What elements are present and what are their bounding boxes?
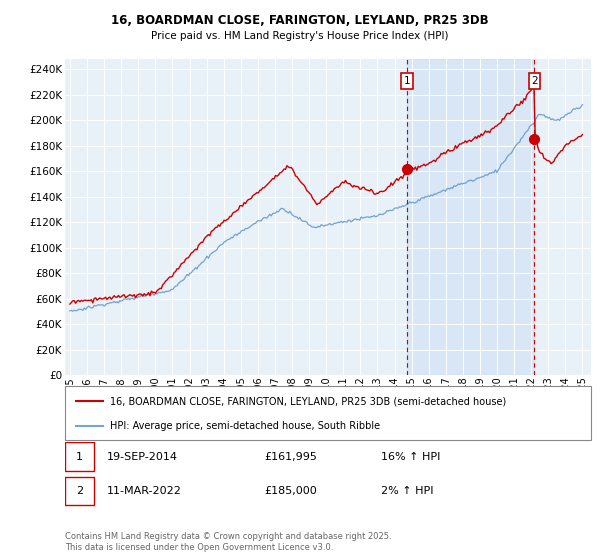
Text: £161,995: £161,995 (265, 451, 317, 461)
Text: 16, BOARDMAN CLOSE, FARINGTON, LEYLAND, PR25 3DB: 16, BOARDMAN CLOSE, FARINGTON, LEYLAND, … (111, 14, 489, 27)
Text: 11-MAR-2022: 11-MAR-2022 (107, 486, 182, 496)
Text: £185,000: £185,000 (265, 486, 317, 496)
Text: 16% ↑ HPI: 16% ↑ HPI (380, 451, 440, 461)
Text: 1: 1 (76, 451, 83, 461)
Text: HPI: Average price, semi-detached house, South Ribble: HPI: Average price, semi-detached house,… (110, 421, 380, 431)
Text: Price paid vs. HM Land Registry's House Price Index (HPI): Price paid vs. HM Land Registry's House … (151, 31, 449, 41)
FancyBboxPatch shape (65, 386, 591, 440)
Text: 2% ↑ HPI: 2% ↑ HPI (380, 486, 433, 496)
Bar (407, 59, 535, 375)
FancyBboxPatch shape (65, 477, 94, 505)
Text: Contains HM Land Registry data © Crown copyright and database right 2025.
This d: Contains HM Land Registry data © Crown c… (65, 532, 391, 552)
Text: 16, BOARDMAN CLOSE, FARINGTON, LEYLAND, PR25 3DB (semi-detached house): 16, BOARDMAN CLOSE, FARINGTON, LEYLAND, … (110, 396, 506, 407)
Text: 2: 2 (531, 76, 538, 86)
FancyBboxPatch shape (65, 442, 94, 471)
Text: 19-SEP-2014: 19-SEP-2014 (107, 451, 178, 461)
Text: 2: 2 (76, 486, 83, 496)
Text: 1: 1 (404, 76, 410, 86)
